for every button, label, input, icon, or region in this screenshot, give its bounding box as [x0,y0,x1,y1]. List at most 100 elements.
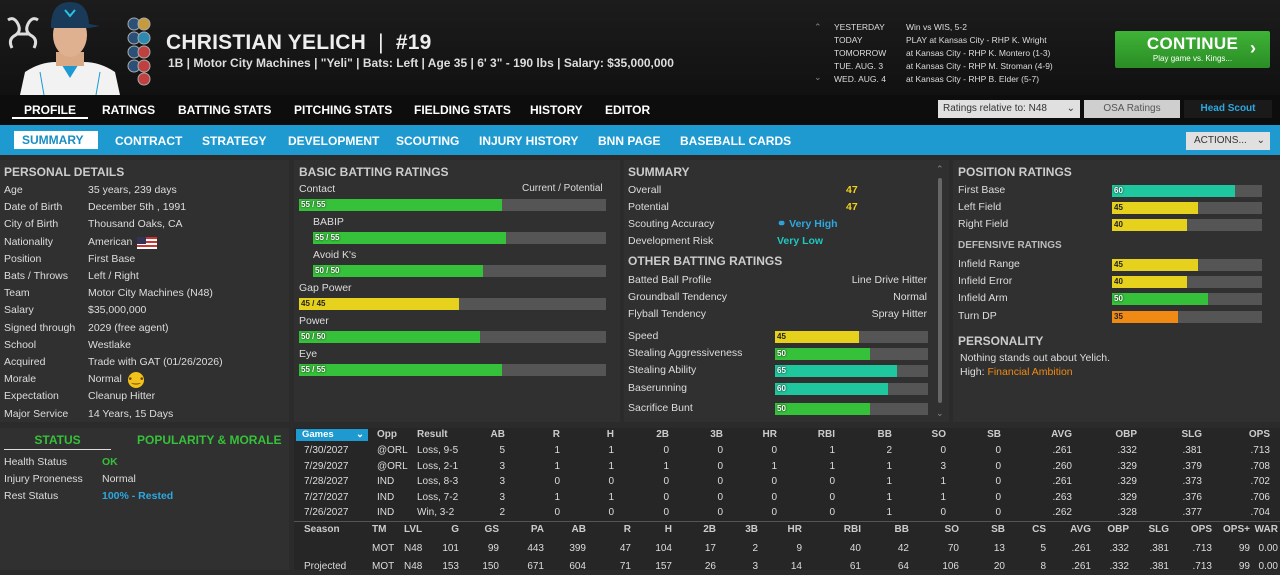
batting-label-contact: Contact [299,183,336,195]
tab-ratings[interactable]: RATINGS [102,103,156,117]
season-cell: 106 [942,561,959,572]
tab-editor[interactable]: EDITOR [605,103,651,117]
tab-summary[interactable]: SUMMARY [14,131,98,149]
season-header-sb[interactable]: SB [991,524,1005,535]
game-cell: 0 [608,507,614,518]
games-header-3b[interactable]: 3B [710,429,723,440]
actions-dropdown[interactable]: ACTIONS... ⌄ [1186,132,1270,150]
osa-ratings-button[interactable]: OSA Ratings [1084,100,1180,118]
games-header-sb[interactable]: SB [987,429,1001,440]
games-header-slg[interactable]: SLG [1181,429,1202,440]
schedule-up-icon[interactable]: ⌃ [814,22,822,32]
games-header-result[interactable]: Result [417,429,448,440]
season-header-3b[interactable]: 3B [745,524,758,535]
games-header-h[interactable]: H [606,429,614,440]
season-header-pa[interactable]: PA [530,524,544,535]
season-header-ops[interactable]: OPS+ [1223,524,1250,535]
tab-contract[interactable]: CONTRACT [115,134,183,148]
season-cell: 99 [487,543,499,554]
games-header-rbi[interactable]: RBI [817,429,835,440]
game-cell: Loss, 2-1 [417,460,459,472]
season-header-ab[interactable]: AB [571,524,586,535]
season-header-g[interactable]: G [451,524,459,535]
head-scout-button[interactable]: Head Scout [1184,100,1272,118]
position-bar-infield-arm: 50 [1112,293,1262,306]
game-cell: 0 [940,507,946,518]
games-header-hr[interactable]: HR [762,429,777,440]
schedule-down-icon[interactable]: ⌄ [814,72,822,82]
game-cell: 0 [663,445,669,456]
team-logo-icon [7,17,39,49]
schedule-row[interactable]: WED. AUG. 4 at Kansas City - RHP B. Elder… [834,74,1096,87]
games-header-ab[interactable]: AB [490,429,505,440]
game-row[interactable]: 7/26/2027 IND Win, 3-2 2 0 0 0 0 0 0 1 0 0 .262 .328 .3… [294,507,1280,521]
personality-high: High: Financial Ambition [960,366,1073,378]
games-header-opp[interactable]: Opp [377,429,397,440]
season-header-rbi[interactable]: RBI [843,524,861,535]
tab-scouting[interactable]: SCOUTING [396,134,460,148]
schedule-row[interactable]: TUE. AUG. 3 at Kansas City - RHP M. Strom… [834,61,1096,74]
season-header-gs[interactable]: GS [484,524,499,535]
season-header-bb[interactable]: BB [894,524,909,535]
tab-baseball-cards[interactable]: BASEBALL CARDS [680,134,792,148]
games-header-2b[interactable]: 2B [656,429,669,440]
season-header-avg[interactable]: AVG [1070,524,1091,535]
tab-pitching-stats[interactable]: PITCHING STATS [294,103,393,117]
detail-label-nationality: Nationality [4,235,54,248]
other-label-groundball-tendency: Groundball Tendency [628,291,728,303]
game-cell: 0 [995,476,1001,487]
summary-bar-sacrifice-bunt: 50 [775,402,928,415]
game-row[interactable]: 7/28/2027 IND Loss, 8-3 3 0 0 0 0 0 0 1 1 0 .261 .329.… [294,476,1280,490]
game-row[interactable]: 7/29/2027 @ORL Loss, 2-1 3 1 1 1 0 1 1 1 3 0 .260 .329… [294,461,1280,475]
season-header-r[interactable]: R [623,524,631,535]
season-header-tm[interactable]: TM [372,524,387,535]
season-header-ops[interactable]: OPS [1190,524,1212,535]
tab-profile[interactable]: PROFILE [12,103,89,119]
games-header-r[interactable]: R [552,429,560,440]
position-bar-right-field: 40 [1112,219,1262,232]
games-header-ops[interactable]: OPS [1248,429,1270,440]
detail-value-acquired: Trade with GAT (01/26/2026) [88,356,223,368]
games-header-obp[interactable]: OBP [1115,429,1137,440]
game-cell: 0 [829,491,835,503]
tab-batting-stats[interactable]: BATTING STATS [178,103,272,117]
summary-scrollbar[interactable]: ⌃ ⌄ [936,164,944,418]
games-select[interactable]: Games ⌄ [296,429,368,441]
tab-popularity-morale[interactable]: POPULARITY & MORALE [137,433,282,447]
season-header-lvl[interactable]: LVL [404,524,423,535]
season-header-war[interactable]: WAR [1254,524,1278,535]
schedule-row[interactable]: YESTERDAY Win vs WIS, 5-2 [834,22,1096,35]
games-header-avg[interactable]: AVG [1051,429,1072,440]
ratings-relative-select[interactable]: Ratings relative to: N48 ⌄ [938,100,1080,118]
tab-strategy[interactable]: STRATEGY [202,134,267,148]
season-header-season[interactable]: Season [304,524,340,535]
detail-value-signed-through: 2029 (free agent) [88,321,169,334]
season-cell: .332 [1109,561,1129,572]
games-header-so[interactable]: SO [931,429,946,440]
season-header-slg[interactable]: SLG [1148,524,1169,535]
game-cell: .260 [1052,460,1072,472]
schedule-row[interactable]: TOMORROW at Kansas City - RHP K. Montero … [834,48,1096,61]
status-value-rest-status: 100% - Rested [102,490,174,503]
tab-bnn-page[interactable]: BNN PAGE [598,134,661,148]
season-header-2b[interactable]: 2B [703,524,716,535]
batting-value: 55 / 55 [301,365,326,374]
games-header-bb[interactable]: BB [877,429,892,440]
season-header-so[interactable]: SO [944,524,959,535]
season-header-obp[interactable]: OBP [1107,524,1129,535]
summary-title: SUMMARY [628,165,690,179]
tab-history[interactable]: HISTORY [530,103,583,117]
tab-status[interactable]: STATUS [4,433,111,450]
season-header-cs[interactable]: CS [1032,524,1046,535]
neutral-face-icon: •‿• [128,372,144,389]
tab-injury-history[interactable]: INJURY HISTORY [479,134,579,148]
game-row[interactable]: 7/30/2027 @ORL Loss, 9-5 5 1 1 0 0 0 1 2 0 0 .261 .332… [294,445,1280,459]
continue-button[interactable]: CONTINUE Play game vs. Kings... › [1115,31,1270,68]
season-header-hr[interactable]: HR [787,524,802,535]
game-row[interactable]: 7/27/2027 IND Loss, 7-2 3 1 1 0 0 0 0 1 1 0 .263 .329.… [294,492,1280,506]
detail-value-team: Motor City Machines (N48) [88,287,213,300]
tab-fielding-stats[interactable]: FIELDING STATS [414,103,511,117]
season-header-h[interactable]: H [664,524,672,535]
schedule-row[interactable]: TODAY PLAY at Kansas City - RHP K. Wright [834,35,1096,48]
tab-development[interactable]: DEVELOPMENT [288,134,380,148]
